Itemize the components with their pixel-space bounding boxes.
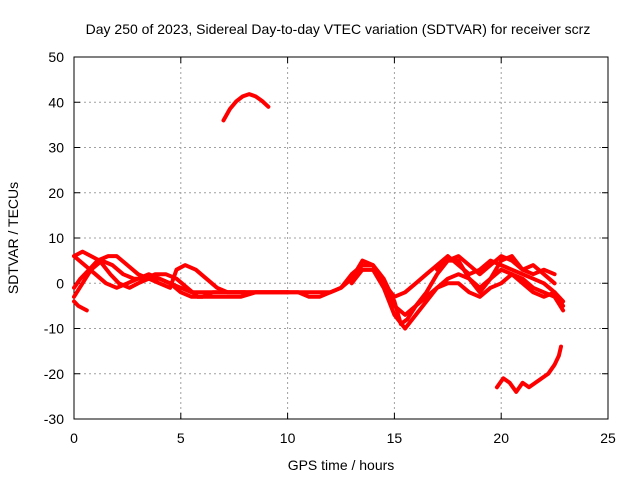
grid-lines — [74, 57, 608, 419]
series-trace-11 — [435, 254, 557, 286]
x-tick-label: 10 — [280, 430, 296, 446]
series-trace-6 — [221, 92, 271, 123]
x-tick-label: 25 — [600, 430, 616, 446]
chart-title: Day 250 of 2023, Sidereal Day-to-day VTE… — [86, 21, 591, 37]
y-tick-label: 30 — [48, 140, 64, 156]
y-tick-label: -30 — [44, 411, 64, 427]
y-tick-label: 10 — [48, 230, 64, 246]
series-trace-12 — [494, 344, 563, 394]
series-trace-2 — [72, 258, 290, 299]
y-axis-label: SDTVAR / TECUs — [5, 182, 21, 294]
axis-ticks — [73, 56, 609, 420]
x-tick-label: 15 — [387, 430, 403, 446]
y-tick-label: -10 — [44, 321, 64, 337]
axis-tick-labels: 0 5 10 15 20 25 -30 -20 -10 0 10 20 30 40 50 — [44, 49, 616, 446]
series-trace-4 — [72, 254, 247, 299]
x-tick-label: 20 — [493, 430, 509, 446]
y-tick-label: 50 — [48, 49, 64, 65]
y-tick-label: 0 — [56, 275, 64, 291]
series-trace-10 — [349, 267, 566, 331]
y-tick-label: 40 — [48, 94, 64, 110]
series-trace-5 — [72, 299, 89, 313]
y-tick-label: 20 — [48, 185, 64, 201]
data-traces — [72, 92, 566, 394]
y-tick-label: -20 — [44, 366, 64, 382]
x-axis-label: GPS time / hours — [288, 457, 395, 473]
x-tick-label: 5 — [177, 430, 185, 446]
x-tick-label: 0 — [70, 430, 78, 446]
